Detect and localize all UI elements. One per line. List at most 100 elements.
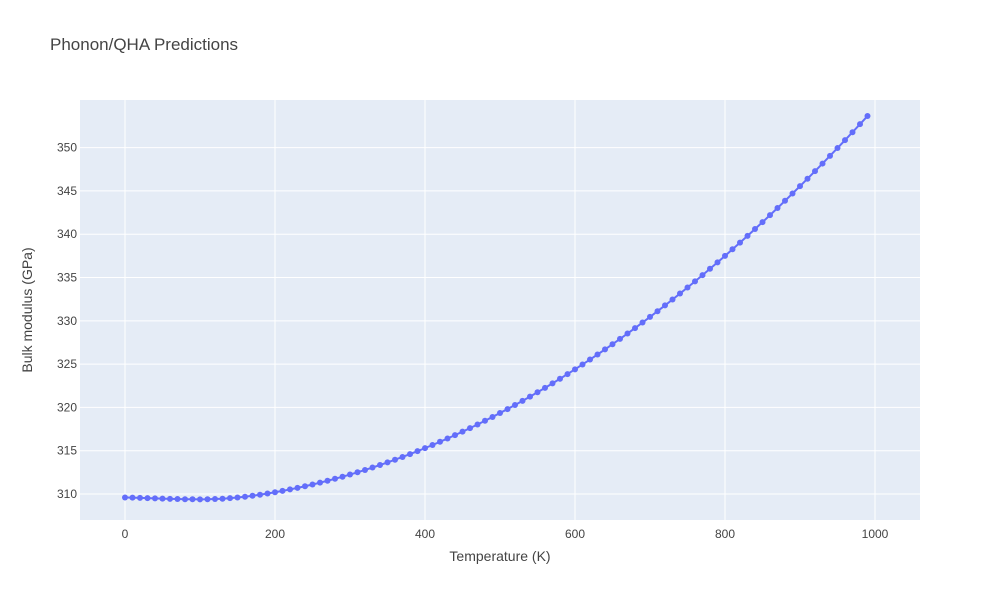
data-point[interactable] [219, 495, 226, 502]
data-point[interactable] [639, 319, 646, 326]
data-point[interactable] [294, 484, 301, 491]
data-point[interactable] [527, 393, 533, 400]
data-point[interactable] [587, 356, 593, 363]
data-point[interactable] [512, 401, 518, 408]
data-point[interactable] [677, 290, 683, 297]
data-point[interactable] [857, 121, 863, 128]
data-point[interactable] [249, 492, 256, 499]
data-point[interactable] [189, 496, 196, 503]
data-point[interactable] [482, 417, 488, 424]
data-point[interactable] [474, 421, 481, 428]
data-point[interactable] [519, 397, 526, 404]
data-point[interactable] [617, 335, 623, 342]
data-point[interactable] [369, 464, 376, 471]
data-point[interactable] [774, 204, 781, 211]
data-point[interactable] [257, 491, 263, 498]
data-point[interactable] [429, 442, 436, 449]
data-point[interactable] [594, 351, 601, 358]
data-point[interactable] [797, 183, 803, 190]
data-point[interactable] [564, 371, 571, 378]
data-point[interactable] [699, 272, 706, 279]
data-point[interactable] [729, 246, 736, 253]
data-point[interactable] [542, 384, 548, 391]
data-point[interactable] [309, 481, 316, 488]
data-point[interactable] [579, 361, 586, 368]
data-point[interactable] [227, 495, 233, 502]
data-point[interactable] [332, 475, 338, 482]
data-point[interactable] [549, 380, 556, 387]
data-point[interactable] [602, 346, 608, 353]
data-point[interactable] [122, 494, 128, 501]
data-point[interactable] [692, 278, 698, 285]
data-point[interactable] [137, 494, 143, 501]
data-point[interactable] [767, 212, 773, 219]
data-point[interactable] [167, 495, 173, 502]
data-point[interactable] [377, 462, 383, 469]
data-point[interactable] [714, 259, 721, 266]
data-point[interactable] [159, 495, 166, 502]
data-point[interactable] [422, 445, 428, 452]
data-point[interactable] [654, 308, 661, 315]
data-point[interactable] [264, 490, 271, 497]
data-point[interactable] [392, 456, 398, 463]
data-point[interactable] [722, 252, 728, 259]
data-point[interactable] [204, 496, 211, 503]
data-point[interactable] [242, 493, 248, 500]
data-point[interactable] [197, 496, 203, 503]
data-point[interactable] [759, 219, 766, 226]
data-point[interactable] [647, 313, 653, 320]
data-point[interactable] [834, 145, 841, 152]
data-point[interactable] [182, 496, 188, 503]
data-point[interactable] [144, 495, 151, 502]
data-point[interactable] [437, 438, 443, 445]
data-point[interactable] [662, 302, 668, 309]
data-point[interactable] [669, 296, 676, 303]
data-point[interactable] [234, 494, 241, 501]
data-point[interactable] [279, 487, 286, 494]
data-point[interactable] [287, 486, 293, 493]
data-point[interactable] [744, 232, 751, 239]
data-point[interactable] [302, 483, 308, 490]
data-point[interactable] [212, 496, 218, 503]
data-point[interactable] [152, 495, 158, 502]
data-point[interactable] [707, 265, 713, 272]
data-point[interactable] [497, 410, 503, 417]
data-point[interactable] [129, 494, 136, 501]
data-point[interactable] [849, 129, 856, 136]
data-point[interactable] [557, 375, 563, 382]
data-point[interactable] [632, 325, 638, 332]
data-point[interactable] [362, 466, 368, 473]
data-point[interactable] [819, 160, 826, 167]
data-point[interactable] [324, 477, 331, 484]
data-point[interactable] [804, 175, 811, 182]
data-point[interactable] [452, 432, 458, 439]
data-point[interactable] [347, 471, 353, 478]
data-point[interactable] [782, 197, 788, 204]
data-point[interactable] [174, 496, 181, 503]
data-point[interactable] [789, 190, 796, 197]
data-point[interactable] [354, 469, 361, 476]
data-point[interactable] [399, 453, 406, 460]
data-point[interactable] [864, 113, 871, 120]
data-point[interactable] [737, 239, 743, 246]
data-point[interactable] [827, 152, 833, 159]
data-point[interactable] [339, 473, 346, 480]
data-point[interactable] [467, 425, 473, 432]
data-point[interactable] [317, 479, 323, 486]
data-point[interactable] [812, 168, 818, 175]
data-point[interactable] [384, 459, 391, 466]
data-point[interactable] [459, 428, 466, 435]
data-point[interactable] [609, 341, 616, 348]
data-point[interactable] [504, 406, 511, 413]
data-point[interactable] [572, 366, 578, 373]
data-point[interactable] [407, 451, 413, 458]
data-point[interactable] [444, 435, 451, 442]
data-point[interactable] [624, 330, 631, 337]
data-point[interactable] [752, 226, 758, 233]
data-point[interactable] [534, 389, 541, 396]
data-point[interactable] [272, 489, 278, 496]
data-point[interactable] [414, 448, 421, 455]
data-point[interactable] [842, 137, 848, 144]
data-point[interactable] [489, 413, 496, 420]
data-point[interactable] [684, 284, 691, 291]
